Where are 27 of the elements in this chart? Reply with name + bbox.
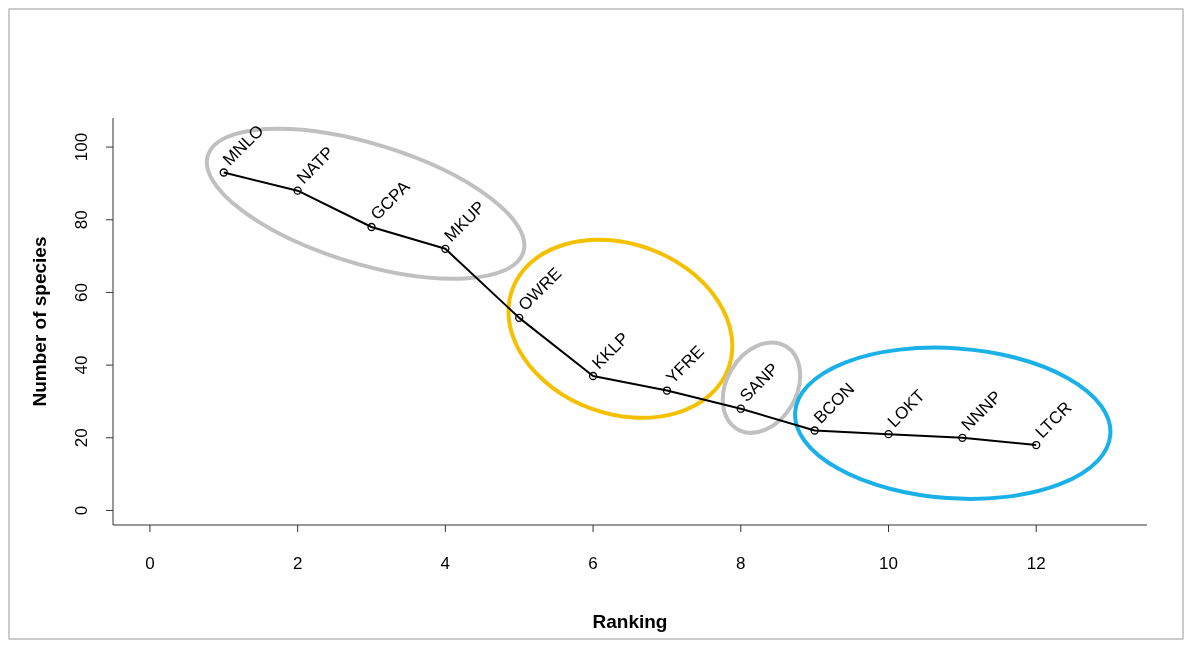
x-tick-label: 6 (588, 554, 598, 573)
point (810, 426, 819, 435)
x-tick-label: 2 (292, 554, 303, 573)
point (293, 186, 302, 195)
y-tick-label: 60 (72, 282, 91, 302)
x-tick-label: 12 (1026, 554, 1046, 573)
x-axis-title: Ranking (592, 611, 668, 632)
point (884, 430, 893, 439)
x-tick-label: 8 (736, 554, 746, 573)
y-tick-label: 100 (72, 132, 91, 162)
point (662, 386, 672, 395)
y-tick-label: 40 (72, 355, 91, 375)
point (367, 222, 376, 232)
y-tick-label: 20 (72, 428, 91, 448)
point (441, 244, 450, 253)
point (958, 433, 967, 442)
x-tick-label: 10 (879, 554, 898, 573)
point (588, 371, 598, 381)
point (1032, 440, 1041, 450)
y-tick-label: 0 (72, 505, 91, 516)
point (736, 404, 745, 413)
point (515, 313, 524, 323)
point (219, 168, 228, 177)
y-axis-title: Number of species (29, 236, 50, 407)
y-tick-label: 80 (72, 210, 91, 230)
x-tick-label: 0 (145, 554, 155, 573)
x-tick-label: 4 (440, 554, 451, 573)
